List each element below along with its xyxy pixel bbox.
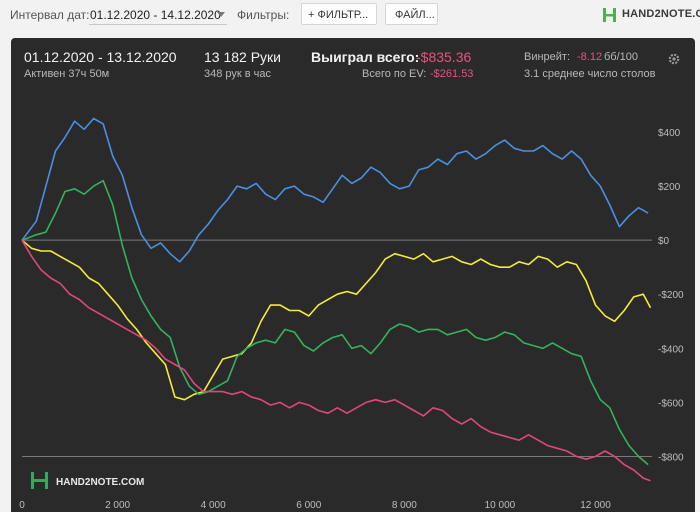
logo-text: HAND2NOTE.COM [622, 8, 700, 20]
x-tick-label: 2 000 [105, 500, 130, 511]
date-range: 01.12.2020 - 13.12.2020 [24, 49, 177, 65]
x-tick-label: 12 000 [580, 500, 611, 511]
x-tick-label: 4 000 [201, 500, 226, 511]
watermark-text: HAND2NOTE.COM [56, 477, 144, 488]
x-tick-label: 0 [19, 500, 25, 511]
ev-value: -$261.53 [430, 68, 474, 80]
x-tick-label: 6 000 [296, 500, 321, 511]
ev-label: Всего по EV: [362, 68, 427, 80]
h2n-logo-icon [603, 8, 616, 22]
files-button[interactable]: ФАЙЛ... [385, 3, 438, 25]
chevron-down-icon[interactable] [217, 12, 225, 17]
y-tick-label: -$200 [658, 290, 684, 301]
winrate-label: Винрейт: [524, 51, 571, 63]
filters-label: Фильтры: [237, 8, 290, 22]
won-total-value: -$835.36 [416, 49, 472, 65]
x-tick-label: 8 000 [392, 500, 417, 511]
graph-panel [11, 38, 695, 512]
date-interval-select[interactable]: 01.12.2020 - 14.12.2020 [90, 8, 221, 22]
winrate-value: -8.12 [577, 51, 603, 63]
add-filter-button[interactable]: + ФИЛЬТР... [301, 3, 377, 25]
interval-label: Интервал дат: [10, 8, 90, 22]
hands-per-hour: 348 рук в час [204, 68, 272, 80]
x-tick-label: 10 000 [485, 500, 516, 511]
avg-tables: 3.1 среднее число столов [524, 68, 656, 80]
interval-underline [89, 24, 227, 25]
series-line-2 [21, 179, 649, 466]
y-tick-label: -$600 [658, 398, 684, 409]
series-line-1 [21, 239, 652, 401]
series-line-3 [21, 239, 651, 482]
y-tick-label: -$800 [658, 452, 684, 463]
winrate-unit: бб/100 [604, 51, 639, 63]
watermark: HAND2NOTE.COM [31, 472, 144, 489]
won-total-label: Выиграл всего: [311, 49, 420, 65]
y-tick-label: -$400 [658, 344, 684, 355]
series-line-0 [21, 117, 649, 263]
y-tick-label: $0 [658, 236, 670, 247]
active-time: Активен 37ч 50м [24, 68, 110, 80]
y-tick-label: $400 [658, 128, 681, 139]
top-bar: Интервал дат: 01.12.2020 - 14.12.2020 Фи… [0, 0, 700, 30]
hands-count: 13 182 Руки [204, 49, 281, 65]
gear-icon[interactable] [667, 52, 681, 66]
y-tick-label: $200 [658, 182, 681, 193]
watermark-logo-icon [31, 472, 34, 489]
